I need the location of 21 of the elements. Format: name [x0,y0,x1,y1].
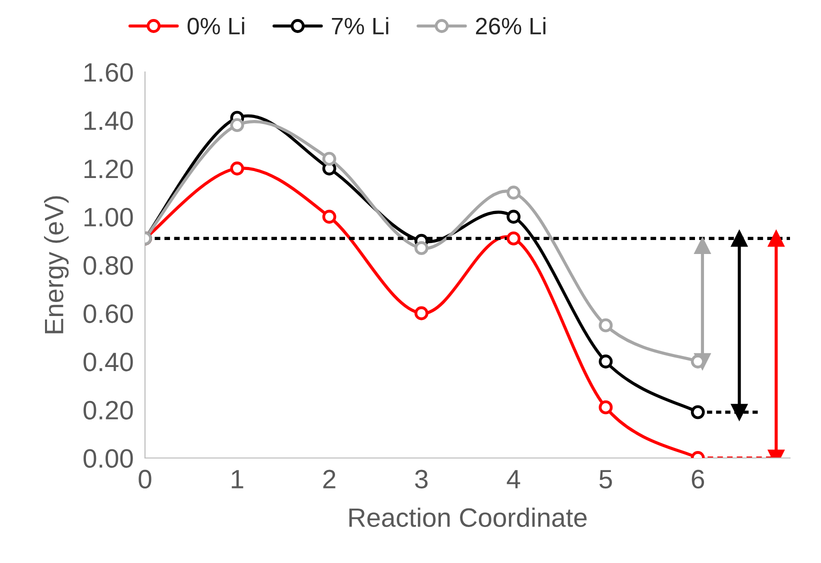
y-tick-label: 0.00 [84,449,133,468]
y-tick-label: 1.60 [84,63,133,82]
y-axis-title: Energy (eV) [44,196,69,334]
y-tick-label: 1.00 [84,208,133,227]
y-tick-label: 0.80 [84,256,133,275]
y-tick-label: 1.40 [84,111,133,130]
y-tick-label: 0.60 [84,304,133,324]
legend-label: 7% Li [332,17,388,34]
y-tick-label: 0.20 [84,400,133,420]
x-tick-label: 2 [323,470,336,488]
y-tick-label: 1.20 [84,160,133,178]
y-tick-label: 0.40 [84,352,133,372]
legend-label: 26% Li [476,17,546,35]
x-tick-label: 6 [692,470,704,488]
x-tick-label: 5 [599,470,612,488]
x-tick-label: 4 [506,470,520,488]
x-axis-title: Reaction Coordinate [349,508,587,527]
x-tick-label: 3 [415,470,428,488]
x-tick-label: 1 [232,470,244,488]
x-tick-label: 0 [138,470,152,488]
legend-label: 0% Li [188,17,244,35]
